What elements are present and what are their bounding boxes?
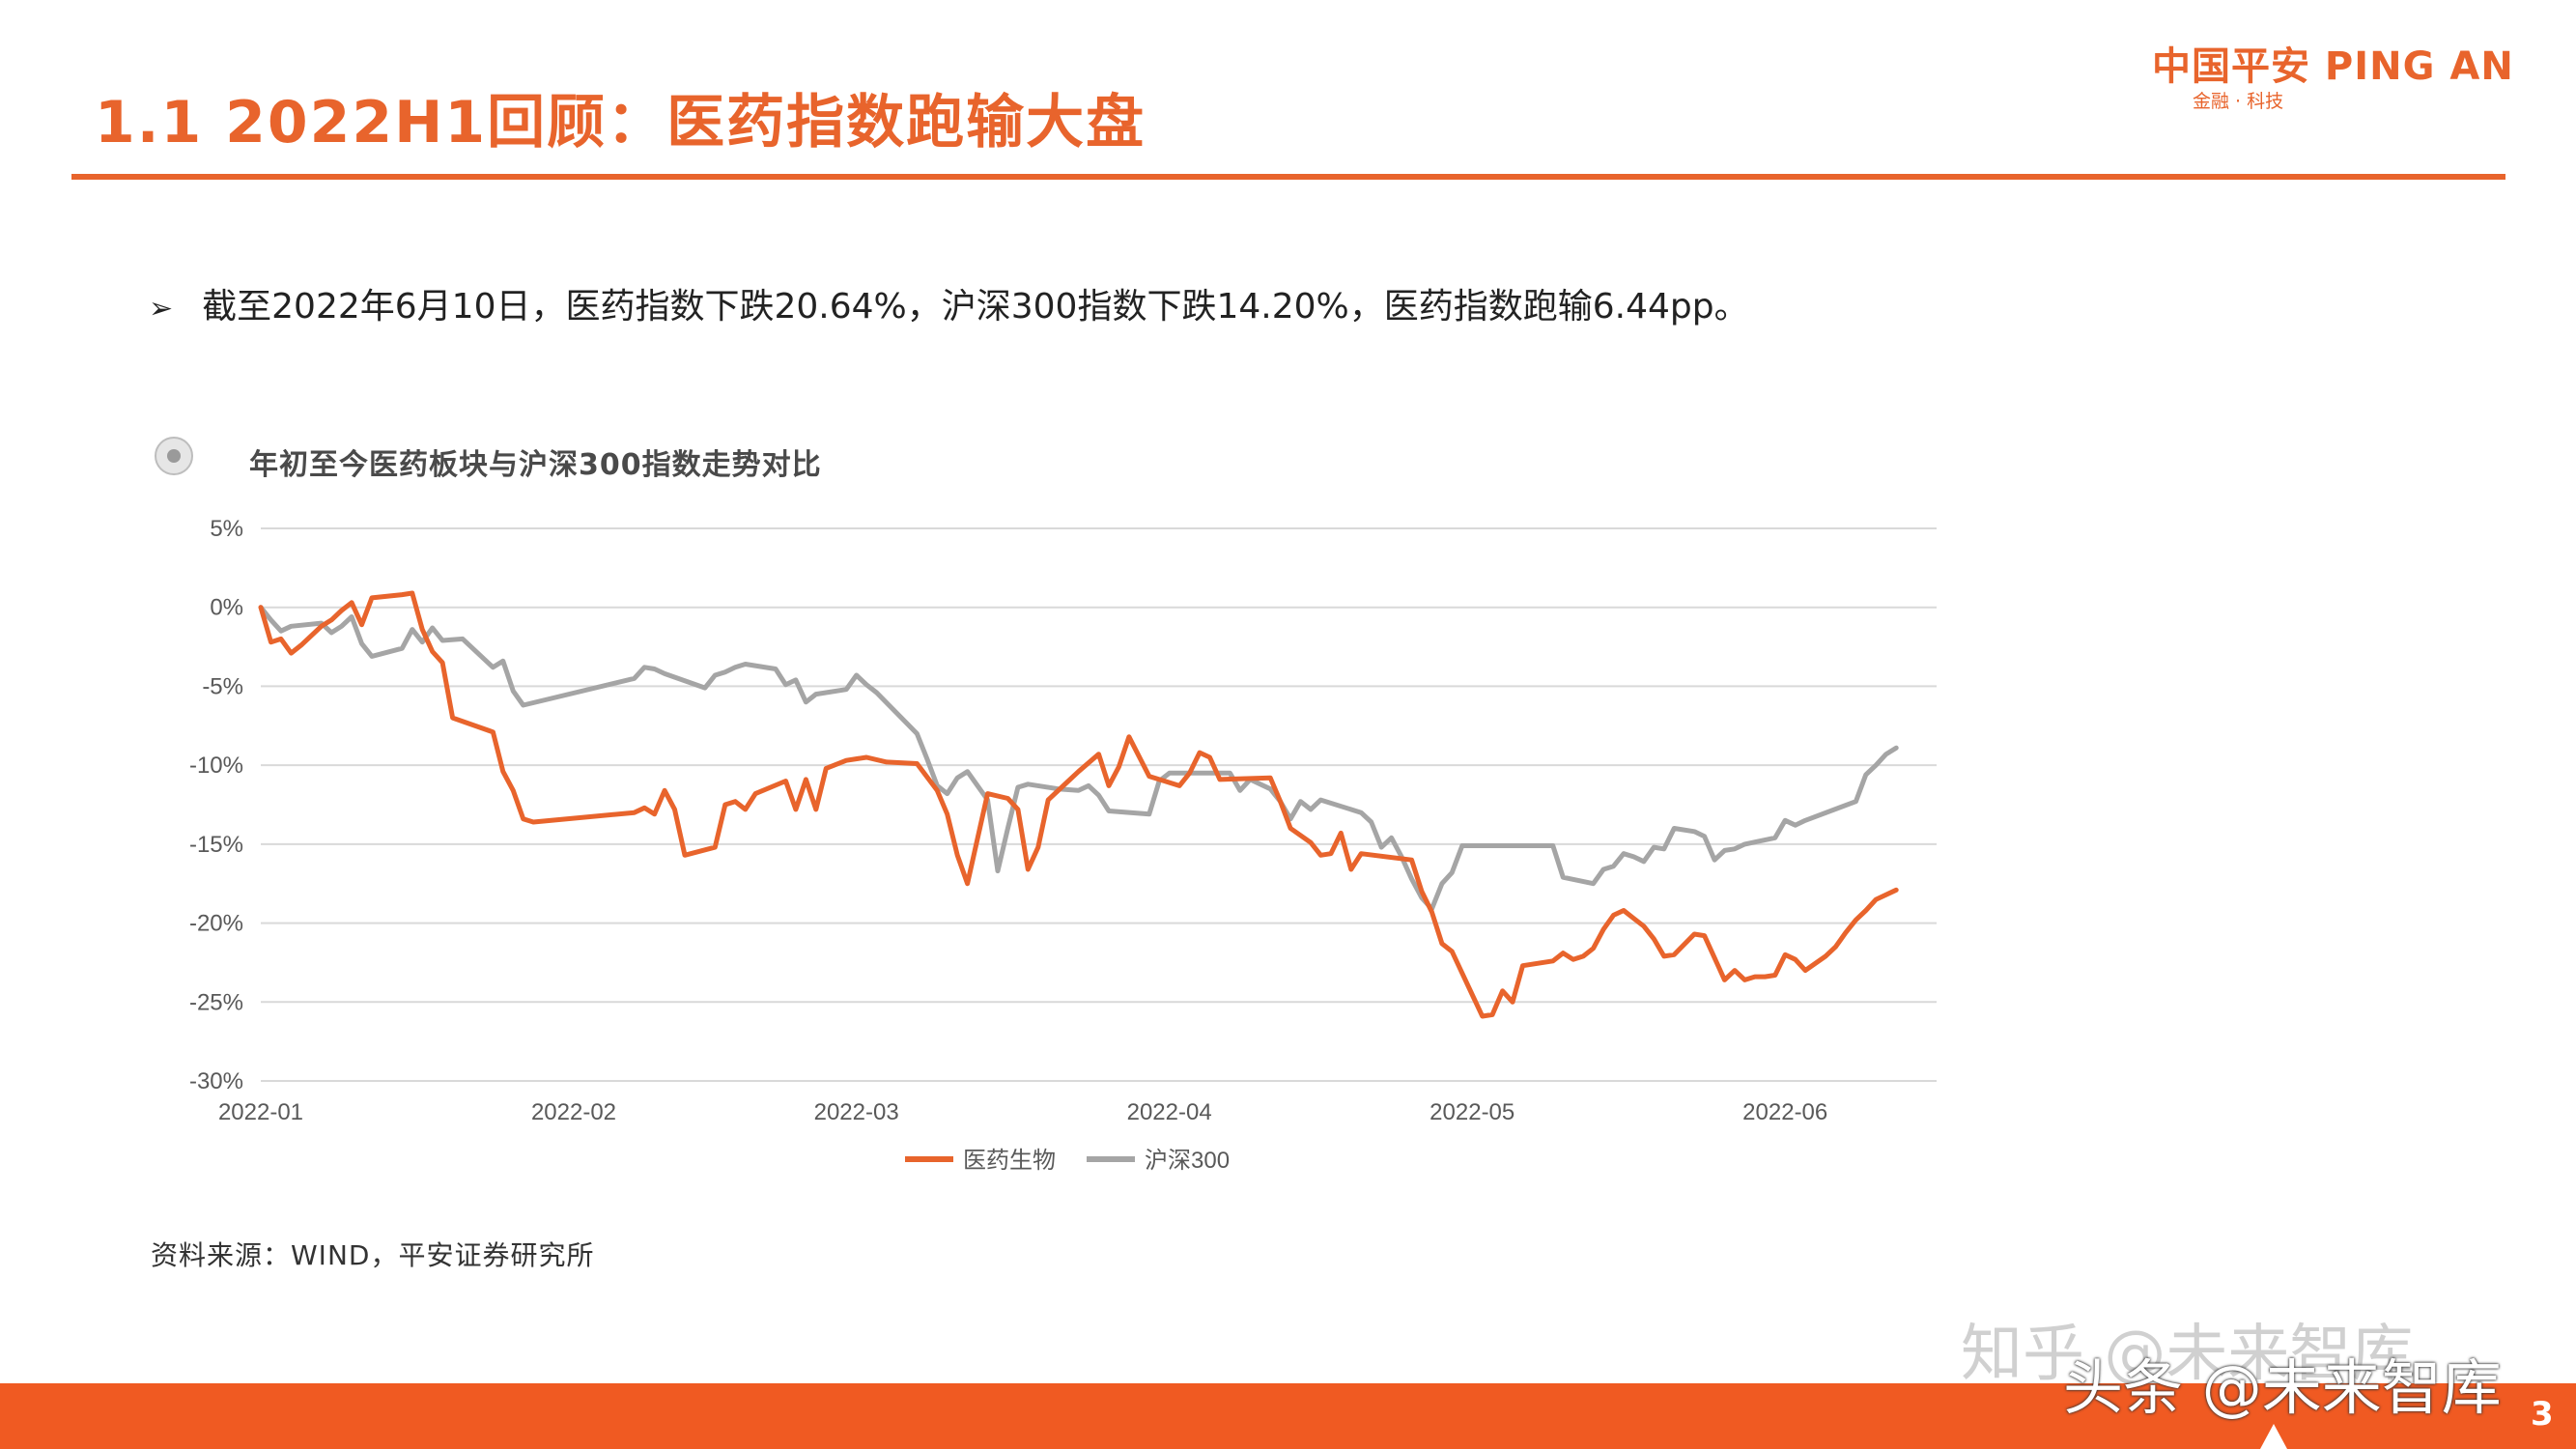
y-tick-label: 0% (210, 595, 243, 621)
series-line (258, 590, 1899, 1019)
series-line (258, 605, 1899, 912)
toutiao-watermark: 头条 @未来智库 (2063, 1352, 2502, 1423)
logo-wordmark: 中国平安 PING AN (2152, 44, 2514, 89)
page-title: 1.1 2022H1回顾：医药指数跑输大盘 (95, 89, 1146, 156)
x-tick-label: 2022-04 (1127, 1099, 1212, 1125)
line-chart: 5% 0% -5% -10% -15% -20% -25% -30% 2022-01 2022-0… (189, 516, 1937, 1174)
x-tick-label: 2022-01 (218, 1099, 303, 1125)
summary-bullet: ➢ 截至2022年6月10日，医药指数下跌20.64%，沪深300指数下跌14.2… (149, 278, 1749, 328)
legend-label: 沪深300 (1145, 1148, 1230, 1174)
x-tick-label: 2022-03 (814, 1099, 899, 1125)
summary-text: 截至2022年6月10日，医药指数下跌20.64%，沪深300指数下跌14.20… (202, 287, 1749, 327)
y-tick-label: -30% (189, 1068, 243, 1094)
x-tick-label: 2022-06 (1742, 1099, 1827, 1125)
arrow-bullet-icon: ➢ (149, 292, 174, 326)
y-tick-label: -5% (202, 673, 243, 699)
y-tick-label: -20% (189, 911, 243, 937)
source-note: 资料来源：WIND，平安证券研究所 (151, 1239, 595, 1271)
legend-label: 医药生物 (963, 1148, 1056, 1174)
y-tick-label: 5% (210, 516, 243, 542)
ping-an-logo: 中国平安 PING AN 金融 · 科技 (2152, 35, 2548, 112)
y-tick-label: -15% (189, 832, 243, 858)
y-tick-label: -25% (189, 989, 243, 1015)
title-divider (71, 174, 2505, 180)
x-tick-label: 2022-02 (531, 1099, 616, 1125)
footer-logo-icon (2260, 1424, 2287, 1449)
page-number: 3 (2531, 1395, 2554, 1434)
radio-icon (155, 437, 193, 475)
zhihu-watermark: 知乎 @未来智库 (1961, 1319, 2414, 1390)
logo-tagline: 金融 · 科技 (2193, 91, 2284, 112)
y-tick-label: -10% (189, 753, 243, 779)
x-tick-label: 2022-05 (1430, 1099, 1514, 1125)
footer-bar (0, 1383, 2576, 1449)
chart-title: 年初至今医药板块与沪深300指数走势对比 (249, 448, 822, 482)
